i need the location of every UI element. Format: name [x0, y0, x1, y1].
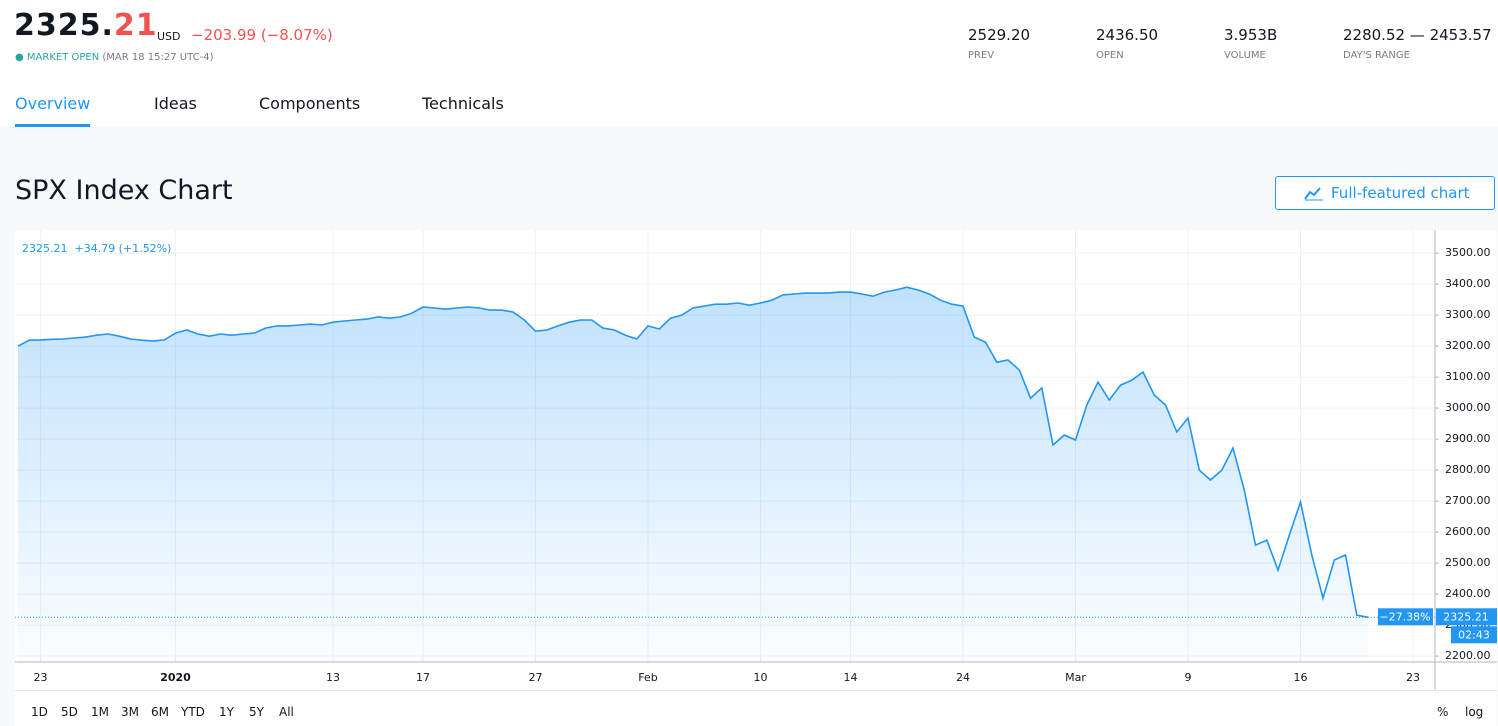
area-fill: [18, 287, 1368, 662]
tab[interactable]: Overview: [15, 94, 91, 113]
price-dec: 21: [113, 8, 158, 43]
y-tick-label: 2900.00: [1445, 432, 1491, 445]
y-tick-label: 2400.00: [1445, 587, 1491, 600]
countdown-badge: [1451, 626, 1497, 644]
header: 2325.21 USD −203.99 (−8.07%) ● MARKET OP…: [0, 0, 1498, 128]
y-tick-label: 2800.00: [1445, 463, 1491, 476]
tab[interactable]: Components: [259, 94, 361, 113]
change-badge: [1378, 608, 1433, 626]
y-tick-label: 3500.00: [1445, 246, 1491, 259]
range-button[interactable]: YTD: [181, 705, 205, 719]
log-toggle[interactable]: log: [1465, 705, 1484, 719]
x-tick-label: Feb: [638, 671, 657, 684]
chart-icon: [1304, 187, 1323, 201]
stat-value: 2280.52 — 2453.57: [1343, 26, 1492, 44]
range-button[interactable]: 1D: [31, 705, 48, 719]
x-tick-label: 14: [844, 671, 858, 684]
y-tick-label: 2600.00: [1445, 525, 1491, 538]
price-badge-label: 2325.21: [1443, 610, 1489, 623]
price-badge: [1436, 608, 1497, 626]
y-tick-label: 2700.00: [1445, 494, 1491, 507]
x-tick-label: 27: [529, 671, 543, 684]
stat-value: 2436.50: [1096, 26, 1159, 44]
stat-label: OPEN: [1096, 50, 1124, 61]
legend-text: 2325.21 +34.79 (+1.52%): [22, 242, 171, 255]
stat: 2280.52 — 2453.57 DAY'S RANGE: [1343, 26, 1492, 61]
stat-label: DAY'S RANGE: [1343, 50, 1410, 61]
x-tick-label: 17: [416, 671, 430, 684]
range-button[interactable]: 6M: [151, 705, 169, 719]
x-tick-label: 13: [326, 671, 340, 684]
countdown-label: 02:43: [1458, 628, 1490, 641]
x-tick-label: 16: [1294, 671, 1308, 684]
stat-label: VOLUME: [1224, 50, 1266, 61]
chart: 2325.21 +34.79 (+1.52%) 2200.002300.0024…: [15, 230, 1497, 691]
full-chart-button[interactable]: Full-featured chart: [1275, 176, 1495, 210]
stat: 3.953B VOLUME: [1224, 26, 1277, 61]
range-button[interactable]: All: [279, 705, 294, 719]
market-status: MARKET OPEN: [26, 52, 100, 63]
percent-toggle[interactable]: %: [1437, 705, 1449, 719]
tab[interactable]: Ideas: [154, 94, 197, 113]
x-tick-label: 23: [1406, 671, 1420, 684]
range-button[interactable]: 5D: [61, 705, 78, 719]
x-tick-label: 10: [754, 671, 768, 684]
timestamp: (MAR 18 15:27 UTC-4): [102, 52, 214, 63]
x-tick-label: 2020: [160, 671, 191, 684]
x-tick-label: 9: [1185, 671, 1192, 684]
y-tick-label: 3400.00: [1445, 277, 1491, 290]
currency: USD: [157, 30, 181, 43]
y-tick-label: 3100.00: [1445, 370, 1491, 383]
stat-label: PREV: [968, 50, 995, 61]
stat-value: 3.953B: [1224, 26, 1278, 44]
price-line: [17, 286, 1369, 619]
stat: 2529.20 PREV: [968, 26, 1030, 61]
change: −203.99 (−8.07%): [191, 26, 333, 44]
price: 2325.21: [14, 8, 158, 43]
x-tick-label: Mar: [1065, 671, 1086, 684]
range-button[interactable]: 1Y: [219, 705, 234, 719]
y-tick-label: 2500.00: [1445, 556, 1491, 569]
price-int: 2325.: [14, 8, 114, 43]
y-tick-label: 3200.00: [1445, 339, 1491, 352]
tab[interactable]: Technicals: [422, 94, 504, 113]
stat: 2436.50 OPEN: [1096, 26, 1158, 61]
button-label: Full-featured chart: [1331, 184, 1470, 202]
y-tick-label: 3300.00: [1445, 308, 1491, 321]
tab-underline: [15, 124, 90, 127]
x-tick-label: 24: [956, 671, 970, 684]
change-badge-label: −27.38%: [1379, 610, 1430, 623]
range-button[interactable]: 1M: [91, 705, 109, 719]
y-tick-label: 2200.00: [1445, 649, 1491, 662]
y-tick-label: 3000.00: [1445, 401, 1491, 414]
status-row: ● MARKET OPEN (MAR 18 15:27 UTC-4): [15, 52, 214, 63]
range-button[interactable]: 3M: [121, 705, 139, 719]
stat-value: 2529.20: [968, 26, 1031, 44]
toolbar: [15, 691, 1497, 726]
x-tick-label: 23: [34, 671, 48, 684]
section-title: SPX Index Chart: [15, 175, 233, 206]
range-button[interactable]: 5Y: [249, 705, 264, 719]
